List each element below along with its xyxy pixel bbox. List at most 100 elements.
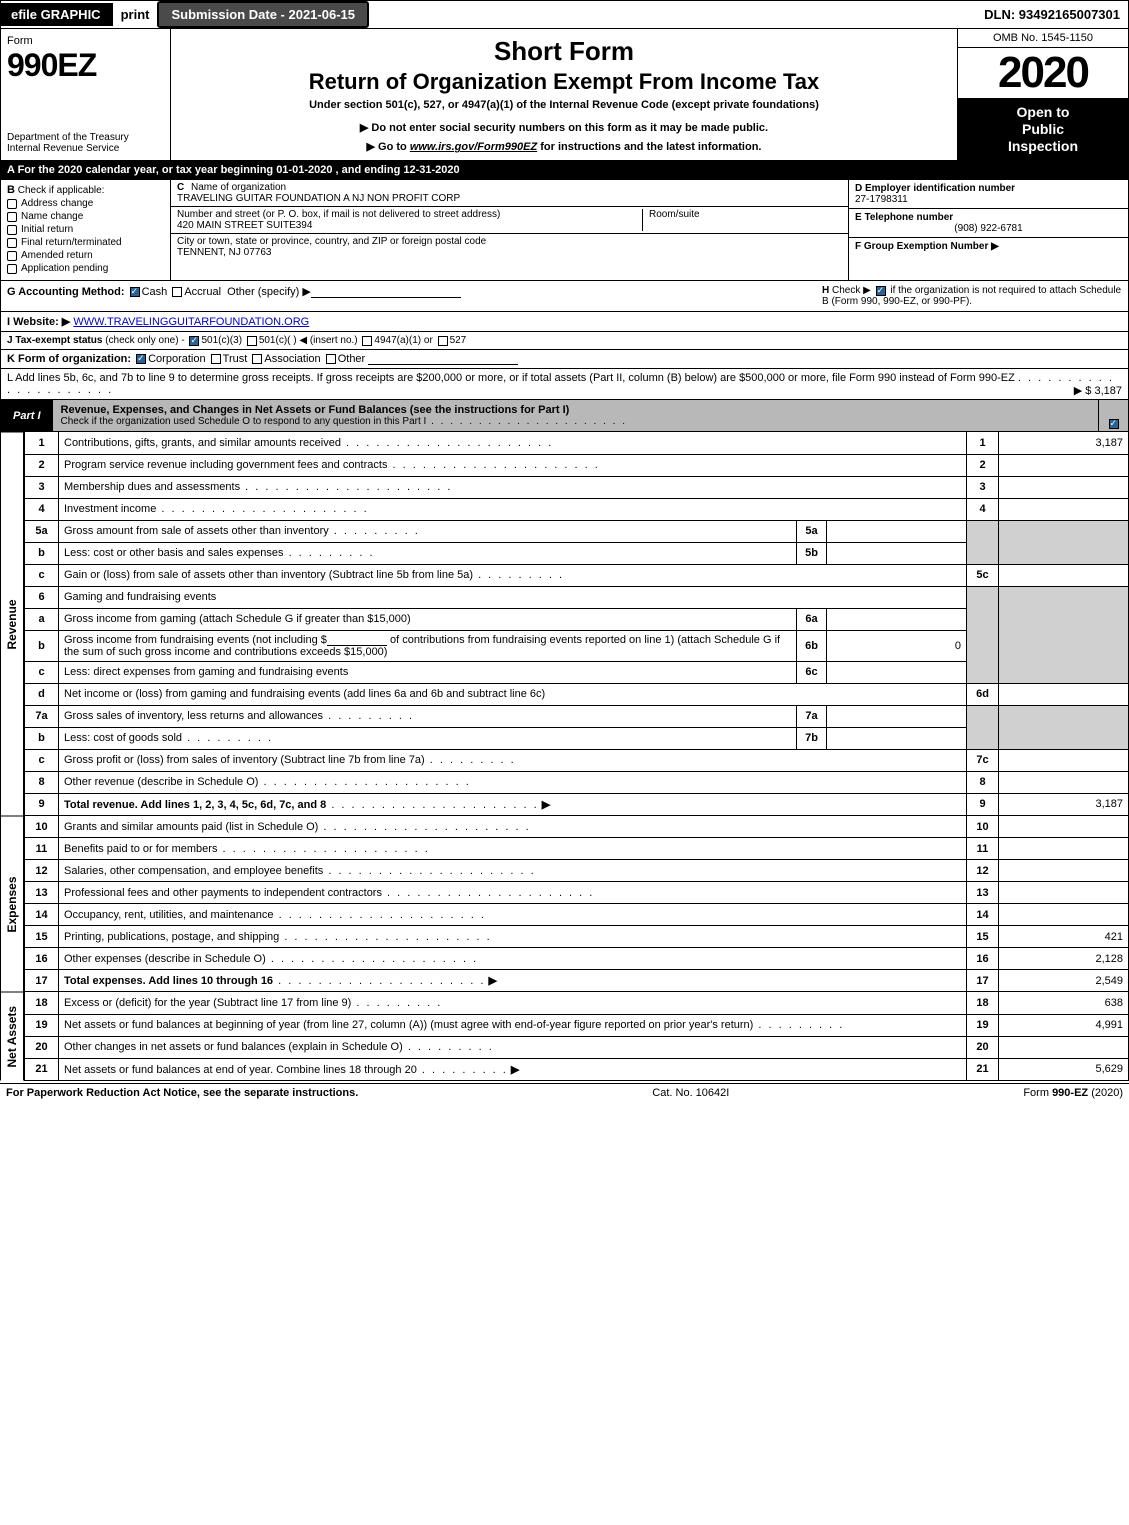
line-desc: Other expenses (describe in Schedule O) (64, 953, 266, 965)
tax-year: 2020 (958, 48, 1128, 98)
inspection-1: Open to (964, 104, 1122, 121)
line-value (999, 1036, 1129, 1058)
line-value: 2,549 (999, 970, 1129, 992)
box-def: D Employer identification number 27-1798… (848, 180, 1128, 280)
sub-ref: 6a (797, 608, 827, 630)
chk-501c[interactable] (247, 336, 257, 346)
line-7b: b Less: cost of goods sold 7b (25, 727, 1129, 749)
line-value: 5,629 (999, 1058, 1129, 1080)
footer-left: For Paperwork Reduction Act Notice, see … (6, 1087, 358, 1099)
irs-link[interactable]: www.irs.gov/Form990EZ (410, 141, 537, 153)
arrow-icon: ▶ (542, 799, 550, 811)
chk-address-change[interactable]: Address change (7, 198, 164, 209)
line-desc: Benefits paid to or for members (64, 843, 217, 855)
h-text1: Check ▶ (832, 285, 871, 296)
line-20: 20 Other changes in net assets or fund b… (25, 1036, 1129, 1058)
checkbox-icon (7, 212, 17, 222)
chk-accrual[interactable] (172, 287, 182, 297)
g-accrual: Accrual (184, 286, 221, 298)
sub-value (827, 608, 967, 630)
line-desc: Net income or (loss) from gaming and fun… (64, 688, 545, 700)
chk-initial-return[interactable]: Initial return (7, 224, 164, 235)
line-ref: 17 (967, 970, 999, 992)
chk-4947[interactable] (362, 336, 372, 346)
g-cash: Cash (142, 286, 168, 298)
line-6d: d Net income or (loss) from gaming and f… (25, 683, 1129, 705)
line-num: 7a (25, 705, 59, 727)
line-17: 17 Total expenses. Add lines 10 through … (25, 970, 1129, 992)
line-ref: 16 (967, 948, 999, 970)
website-link[interactable]: WWW.TRAVELINGGUITARFOUNDATION.ORG (73, 316, 309, 328)
info-grid: B Check if applicable: Address change Na… (0, 180, 1129, 281)
chk-application-pending[interactable]: Application pending (7, 263, 164, 274)
line-9: 9 Total revenue. Add lines 1, 2, 3, 4, 5… (25, 793, 1129, 815)
line-num: 2 (25, 454, 59, 476)
chk-527[interactable] (438, 336, 448, 346)
line-ref: 10 (967, 816, 999, 838)
k-label: K Form of organization: (7, 353, 131, 365)
chk-amended-return[interactable]: Amended return (7, 250, 164, 261)
row-l: L Add lines 5b, 6c, and 7b to line 9 to … (0, 369, 1129, 400)
row-j: J Tax-exempt status (check only one) - 5… (0, 332, 1129, 350)
box-b-letter: B (7, 184, 15, 196)
line-7c: c Gross profit or (loss) from sales of i… (25, 749, 1129, 771)
g-other-blank[interactable] (311, 286, 461, 298)
line-value (999, 498, 1129, 520)
chk-cash[interactable] (130, 287, 140, 297)
line-ref: 3 (967, 476, 999, 498)
name-label: Name of organization (191, 182, 286, 193)
chk-schedule-o[interactable] (1109, 419, 1119, 429)
line-ref: 20 (967, 1036, 999, 1058)
sub-value (827, 661, 967, 683)
header-right: OMB No. 1545-1150 2020 Open to Public In… (958, 29, 1128, 160)
line-ref: 19 (967, 1014, 999, 1036)
line-num: d (25, 683, 59, 705)
line-6c: c Less: direct expenses from gaming and … (25, 661, 1129, 683)
box-b-subtitle: Check if applicable: (18, 185, 105, 196)
line-num: 20 (25, 1036, 59, 1058)
line-ref: 5c (967, 564, 999, 586)
line-desc: Professional fees and other payments to … (64, 887, 382, 899)
j-opt4: 527 (450, 335, 467, 346)
efile-button[interactable]: efile GRAPHIC (1, 3, 113, 26)
line-21: 21 Net assets or fund balances at end of… (25, 1058, 1129, 1080)
chk-association[interactable] (252, 354, 262, 364)
line-num: 1 (25, 432, 59, 454)
line-desc: Gaming and fundraising events (64, 591, 216, 603)
chk-final-return[interactable]: Final return/terminated (7, 237, 164, 248)
line-value: 421 (999, 926, 1129, 948)
chk-corporation[interactable] (136, 354, 146, 364)
phone-value: (908) 922-6781 (855, 223, 1122, 234)
chk-name-change[interactable]: Name change (7, 211, 164, 222)
box-c: C Name of organization TRAVELING GUITAR … (171, 180, 848, 280)
j-label: J Tax-exempt status (7, 335, 102, 346)
part1-title: Revenue, Expenses, and Changes in Net As… (61, 404, 1090, 416)
omb-number: OMB No. 1545-1150 (958, 29, 1128, 48)
submission-date-button[interactable]: Submission Date - 2021-06-15 (157, 1, 369, 28)
chk-trust[interactable] (211, 354, 221, 364)
line-1: 1 Contributions, gifts, grants, and simi… (25, 432, 1129, 454)
line-value (999, 476, 1129, 498)
line-desc: Occupancy, rent, utilities, and maintena… (64, 909, 274, 921)
sub-ref: 7a (797, 705, 827, 727)
chk-schedule-b[interactable] (876, 286, 886, 296)
page-footer: For Paperwork Reduction Act Notice, see … (0, 1083, 1129, 1102)
sub-ref: 6b (797, 630, 827, 661)
chk-501c3[interactable] (189, 336, 199, 346)
arrow-icon: ▶ (511, 1064, 519, 1076)
line-value (999, 749, 1129, 771)
line-ref: 21 (967, 1058, 999, 1080)
line-desc: Less: direct expenses from gaming and fu… (64, 666, 348, 678)
chk-other-org[interactable] (326, 354, 336, 364)
revenue-label: Revenue (0, 432, 24, 816)
l-amount: ▶ $ 3,187 (1074, 384, 1122, 397)
contrib-blank[interactable] (327, 634, 387, 646)
top-bar: efile GRAPHIC print Submission Date - 20… (0, 0, 1129, 29)
line-num: c (25, 661, 59, 683)
arrow-icon: ▶ (488, 975, 496, 987)
k-other-blank[interactable] (368, 353, 518, 365)
g-label: G Accounting Method: (7, 286, 125, 298)
print-button[interactable]: print (113, 3, 158, 26)
line-num: 16 (25, 948, 59, 970)
chk-label-0: Address change (21, 198, 93, 209)
